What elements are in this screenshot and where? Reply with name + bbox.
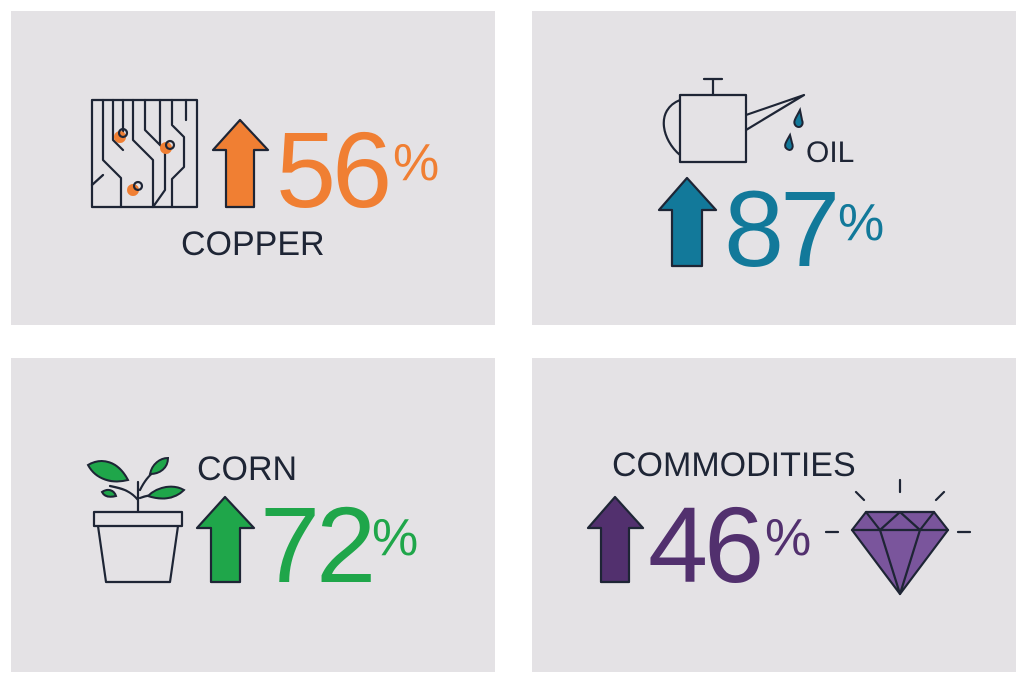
oil-can-icon: [662, 77, 806, 164]
up-arrow: [195, 495, 256, 584]
up-arrow: [586, 495, 645, 584]
circuit-icon: [90, 98, 199, 209]
value: 87: [724, 168, 836, 289]
label: OIL: [806, 136, 854, 169]
panel: [11, 358, 495, 672]
unit: %: [393, 134, 439, 192]
value: 56: [276, 109, 388, 230]
up-arrow: [211, 118, 270, 209]
value: 46: [648, 484, 760, 605]
unit: %: [765, 509, 811, 567]
unit: %: [372, 509, 418, 567]
value: 72: [260, 484, 372, 605]
up-arrow: [657, 176, 718, 268]
plant-icon: [86, 456, 186, 584]
panel: [532, 11, 1016, 325]
unit: %: [838, 194, 884, 252]
label: CORN: [197, 450, 297, 488]
label: COMMODITIES: [612, 446, 856, 484]
diamond-icon: [824, 478, 972, 596]
label: COPPER: [181, 225, 325, 263]
